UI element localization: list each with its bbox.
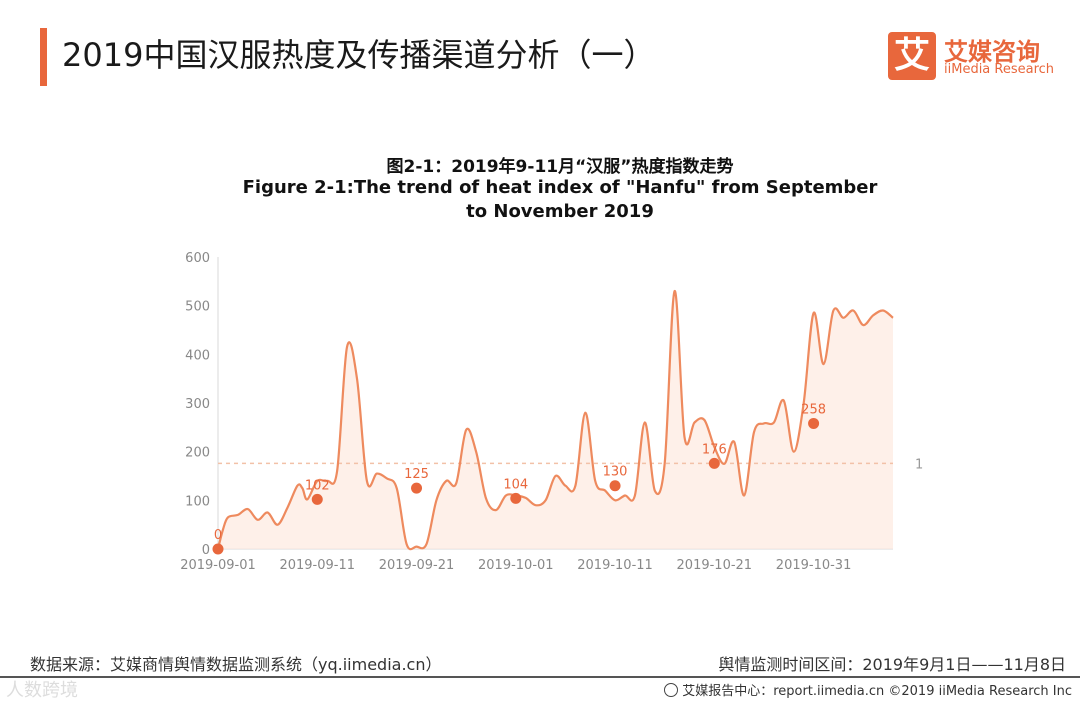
chart-title-en: Figure 2-1:The trend of heat index of "H… [0, 176, 1080, 224]
data-point-marker [609, 480, 621, 492]
logo-text-en: iiMedia Research [944, 62, 1055, 77]
footer-data-source: 数据来源：艾媒商情舆情数据监测系统（yq.iimedia.cn） [30, 655, 442, 674]
x-tick-label: 2019-09-11 [279, 558, 355, 573]
y-tick-label: 600 [185, 251, 210, 266]
x-tick-label: 2019-09-21 [379, 558, 455, 573]
data-label: 258 [801, 402, 826, 417]
y-tick-label: 200 [185, 446, 210, 461]
data-point-marker [808, 417, 820, 429]
y-tick-label: 400 [185, 348, 210, 363]
iimedia-logo: 艾 艾媒咨询 iiMedia Research [888, 32, 1060, 80]
y-tick-label: 100 [185, 494, 210, 509]
data-point-marker [510, 492, 522, 504]
x-tick-label: 2019-10-11 [577, 558, 653, 573]
data-point-marker [212, 543, 224, 555]
x-tick-label: 2019-10-21 [677, 558, 753, 573]
watermark-text: 人数跨境 [6, 680, 78, 701]
reference-line-label: 1 [915, 457, 923, 472]
data-label: 130 [603, 465, 628, 480]
chart-title-cn: 图2-1：2019年9-11月“汉服”热度指数走势 [386, 157, 734, 177]
y-tick-label: 500 [185, 300, 210, 315]
globe-icon [664, 683, 679, 697]
x-tick-label: 2019-09-01 [180, 558, 256, 573]
data-label: 104 [503, 477, 528, 492]
data-point-marker [311, 493, 323, 505]
y-tick-label: 300 [185, 397, 210, 412]
x-tick-label: 2019-10-31 [776, 558, 852, 573]
data-label: 102 [305, 478, 330, 493]
data-label: 176 [702, 442, 727, 457]
footer-divider [0, 676, 1080, 678]
footer-report-text: 艾媒报告中心：report.iimedia.cn ©2019 iiMedia R… [682, 684, 1072, 699]
y-tick-label: 0 [202, 543, 210, 558]
data-label: 125 [404, 467, 429, 482]
x-tick-label: 2019-10-01 [478, 558, 554, 573]
data-label: 0 [214, 528, 222, 543]
title-accent-bar [40, 28, 47, 86]
series-line [216, 289, 894, 551]
data-point-marker [708, 457, 720, 469]
series-area [218, 290, 893, 550]
logo-text-cn: 艾媒咨询 [944, 38, 1040, 66]
footer-report-center: 艾媒报告中心：report.iimedia.cn ©2019 iiMedia R… [664, 680, 1072, 699]
data-point-marker [411, 482, 423, 494]
logo-mark: 艾 [888, 32, 936, 80]
chart-title-en-text: Figure 2-1:The trend of heat index of "H… [242, 177, 878, 222]
footer-time-range: 舆情监测时间区间：2019年9月1日——11月8日 [718, 655, 1066, 674]
page-title: 2019中国汉服热度及传播渠道分析（一） [62, 36, 656, 74]
